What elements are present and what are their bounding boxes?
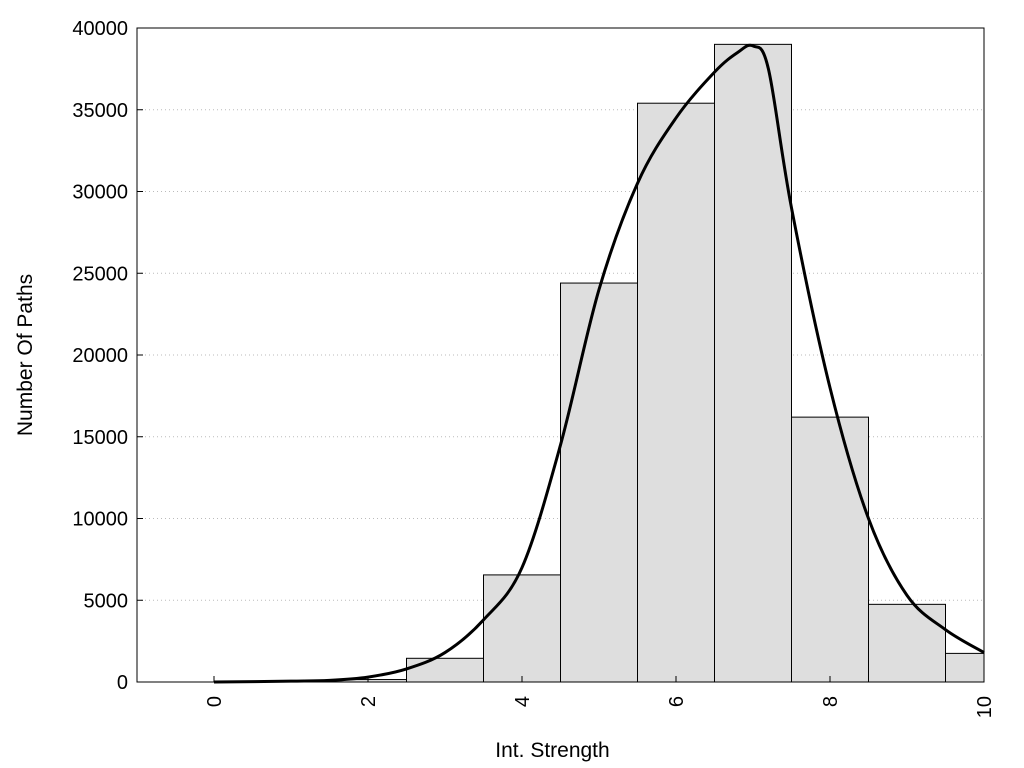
x-tick-label: 6	[666, 696, 688, 707]
y-tick-label: 10000	[72, 509, 128, 531]
histogram-bar	[560, 282, 638, 683]
y-tick-label: 0	[117, 672, 128, 694]
y-tick-label: 25000	[72, 263, 128, 285]
y-tick-label: 15000	[72, 427, 128, 449]
histogram-bar	[637, 102, 715, 683]
y-tick-label: 20000	[72, 345, 128, 367]
bars	[329, 43, 985, 683]
histogram-bar	[714, 43, 792, 683]
y-tick-label: 40000	[72, 18, 128, 40]
fit-curve-line	[213, 43, 985, 684]
histogram-bar	[791, 416, 869, 683]
axis-ticks: 0 5000 10000 15000 20000 25000 30000 35000 40000…	[72, 18, 996, 718]
y-tick-label: 30000	[72, 182, 128, 204]
x-tick-label: 0	[204, 696, 226, 707]
histogram-bar	[868, 603, 946, 683]
x-tick-label: 10	[974, 696, 996, 718]
y-tick-label: 35000	[72, 100, 128, 122]
x-axis-title: Int. Strength	[495, 739, 609, 762]
histogram-bar	[483, 574, 561, 683]
histogram-bar	[406, 657, 484, 683]
x-tick-label: 2	[358, 696, 380, 707]
fit-curve	[213, 43, 985, 684]
y-axis-title: Number Of Paths	[14, 274, 37, 436]
histogram-bar	[945, 652, 985, 683]
x-tick-label: 4	[512, 696, 534, 707]
y-tick-label: 5000	[84, 590, 129, 612]
x-tick-label: 8	[820, 696, 842, 707]
